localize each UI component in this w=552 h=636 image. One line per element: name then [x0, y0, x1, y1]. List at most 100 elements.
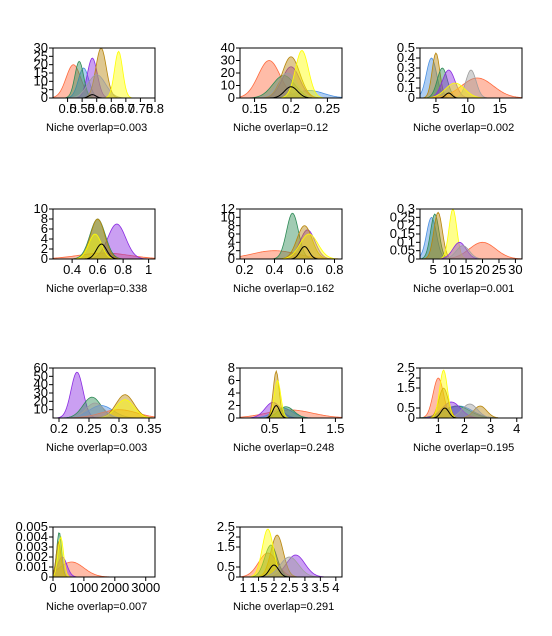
y-tick-label: 2	[41, 241, 48, 256]
y-tick-label: 30	[34, 385, 48, 400]
y-tick-label: 6	[228, 226, 235, 241]
density-curve	[240, 212, 342, 259]
x-tick-label: 4	[513, 421, 520, 436]
density-curve	[420, 57, 522, 98]
density-curve	[53, 48, 155, 98]
x-tick-label: 0.15	[242, 101, 267, 116]
density-curve	[420, 52, 522, 98]
density-curves	[420, 209, 522, 259]
niche-overlap-caption: Niche overlap=0.12	[233, 122, 329, 134]
niche-overlap-caption: Niche overlap=0.003	[46, 122, 148, 134]
niche-overlap-caption: Niche overlap=0.162	[233, 283, 335, 295]
density-curve	[240, 60, 342, 98]
density-panel: 1 1.5 2 2.5 3 3.5 4 0 0.5 1.5 2 2.5	[217, 519, 343, 595]
x-tick-label: 15	[492, 101, 506, 116]
y-tick-label: 12	[221, 201, 235, 216]
density-curve	[240, 401, 342, 418]
x-tick-label: 25	[492, 262, 506, 277]
y-tick-label: 2	[228, 529, 235, 544]
y-tick-label: 4	[228, 234, 235, 249]
density-curves	[53, 218, 155, 259]
density-panel: 0.2 0.4 0.6 0.8 0 2 4 6 8 10 12	[221, 201, 344, 277]
density-curves	[53, 371, 155, 418]
y-tick-label: 0.5	[217, 559, 235, 574]
y-tick-label: 4	[41, 231, 48, 246]
x-tick-label: 0.8	[325, 262, 343, 277]
y-tick-label: 10	[221, 78, 235, 93]
y-tick-label: 0.004	[15, 529, 48, 544]
y-tick-label: 8	[41, 211, 48, 226]
y-tick-label: 40	[34, 377, 48, 392]
y-tick-label: 1.5	[397, 380, 415, 395]
density-curves	[53, 532, 155, 577]
y-tick-label: 0	[408, 90, 415, 105]
y-tick-label: 20	[34, 393, 48, 408]
y-tick-label: 2	[228, 398, 235, 413]
x-tick-label: 1	[299, 421, 306, 436]
y-tick-label: 0.1	[397, 234, 415, 249]
density-curve	[53, 57, 155, 98]
density-curve	[53, 223, 155, 259]
y-tick-label: 0.15	[390, 226, 415, 241]
y-tick-label: 0.005	[15, 519, 48, 534]
density-curve	[240, 229, 342, 259]
x-tick-label: 3	[301, 580, 308, 595]
niche-overlap-caption: Niche overlap=0.002	[413, 122, 515, 134]
y-tick-label: 10	[221, 209, 235, 224]
density-panel: 0.5 1 1.5 0 2 4 6 8	[228, 360, 345, 436]
x-tick-label: 0.2	[282, 101, 300, 116]
x-tick-label: 0.2	[235, 262, 253, 277]
density-plot: 5 10 15 00.10.20.30.40.5	[397, 40, 523, 116]
y-tick-label: 2	[228, 243, 235, 258]
x-tick-label: 0.8	[114, 262, 132, 277]
x-tick-label: 0.4	[63, 262, 81, 277]
density-curve	[420, 403, 522, 418]
y-tick-label: 6	[41, 221, 48, 236]
y-tick-label: 1.5	[217, 539, 235, 554]
x-tick-label: 5	[430, 262, 437, 277]
y-tick-label: 5	[41, 82, 48, 97]
y-tick-label: 20	[221, 65, 235, 80]
density-curve	[420, 67, 522, 98]
x-tick-label: 0.2	[50, 421, 68, 436]
y-tick-label: 0.002	[15, 549, 48, 564]
y-tick-label: 0.003	[15, 539, 48, 554]
density-curves	[240, 528, 342, 577]
density-curves	[420, 52, 522, 98]
x-tick-label: 2	[461, 421, 468, 436]
y-tick-label: 0	[228, 251, 235, 266]
y-tick-label: 0.25	[390, 209, 415, 224]
niche-overlap-caption: Niche overlap=0.291	[233, 601, 335, 613]
niche-overlap-caption: Niche overlap=0.001	[413, 283, 515, 295]
y-tick-label: 25	[34, 48, 48, 63]
density-curve	[420, 82, 522, 98]
density-plot: 1 1.5 2 2.5 3 3.5 400.51.522.5	[217, 519, 343, 595]
y-tick-label: 0.5	[397, 400, 415, 415]
x-tick-label: 4	[332, 580, 339, 595]
y-tick-label: 0	[41, 90, 48, 105]
y-tick-label: 0.3	[397, 201, 415, 216]
density-curves	[240, 212, 342, 259]
x-tick-label: 0	[49, 580, 56, 595]
x-tick-label: 0.6	[88, 101, 106, 116]
y-tick-label: 20	[34, 57, 48, 72]
x-tick-label: 20	[475, 262, 489, 277]
density-curve	[240, 225, 342, 259]
density-panel: 5 10 15 0 0.1 0.2 0.3 0.4 0.5	[397, 40, 523, 116]
y-tick-label: 0.4	[397, 50, 415, 65]
y-tick-label: 0.05	[390, 243, 415, 258]
y-tick-label: 0	[408, 251, 415, 266]
x-tick-label: 0.6	[89, 262, 107, 277]
density-curve	[53, 399, 155, 418]
density-curves	[240, 369, 342, 418]
density-curve	[53, 394, 155, 418]
y-tick-label: 0.3	[397, 60, 415, 75]
x-tick-label: 15	[459, 262, 473, 277]
niche-overlap-caption: Niche overlap=0.007	[46, 601, 148, 613]
